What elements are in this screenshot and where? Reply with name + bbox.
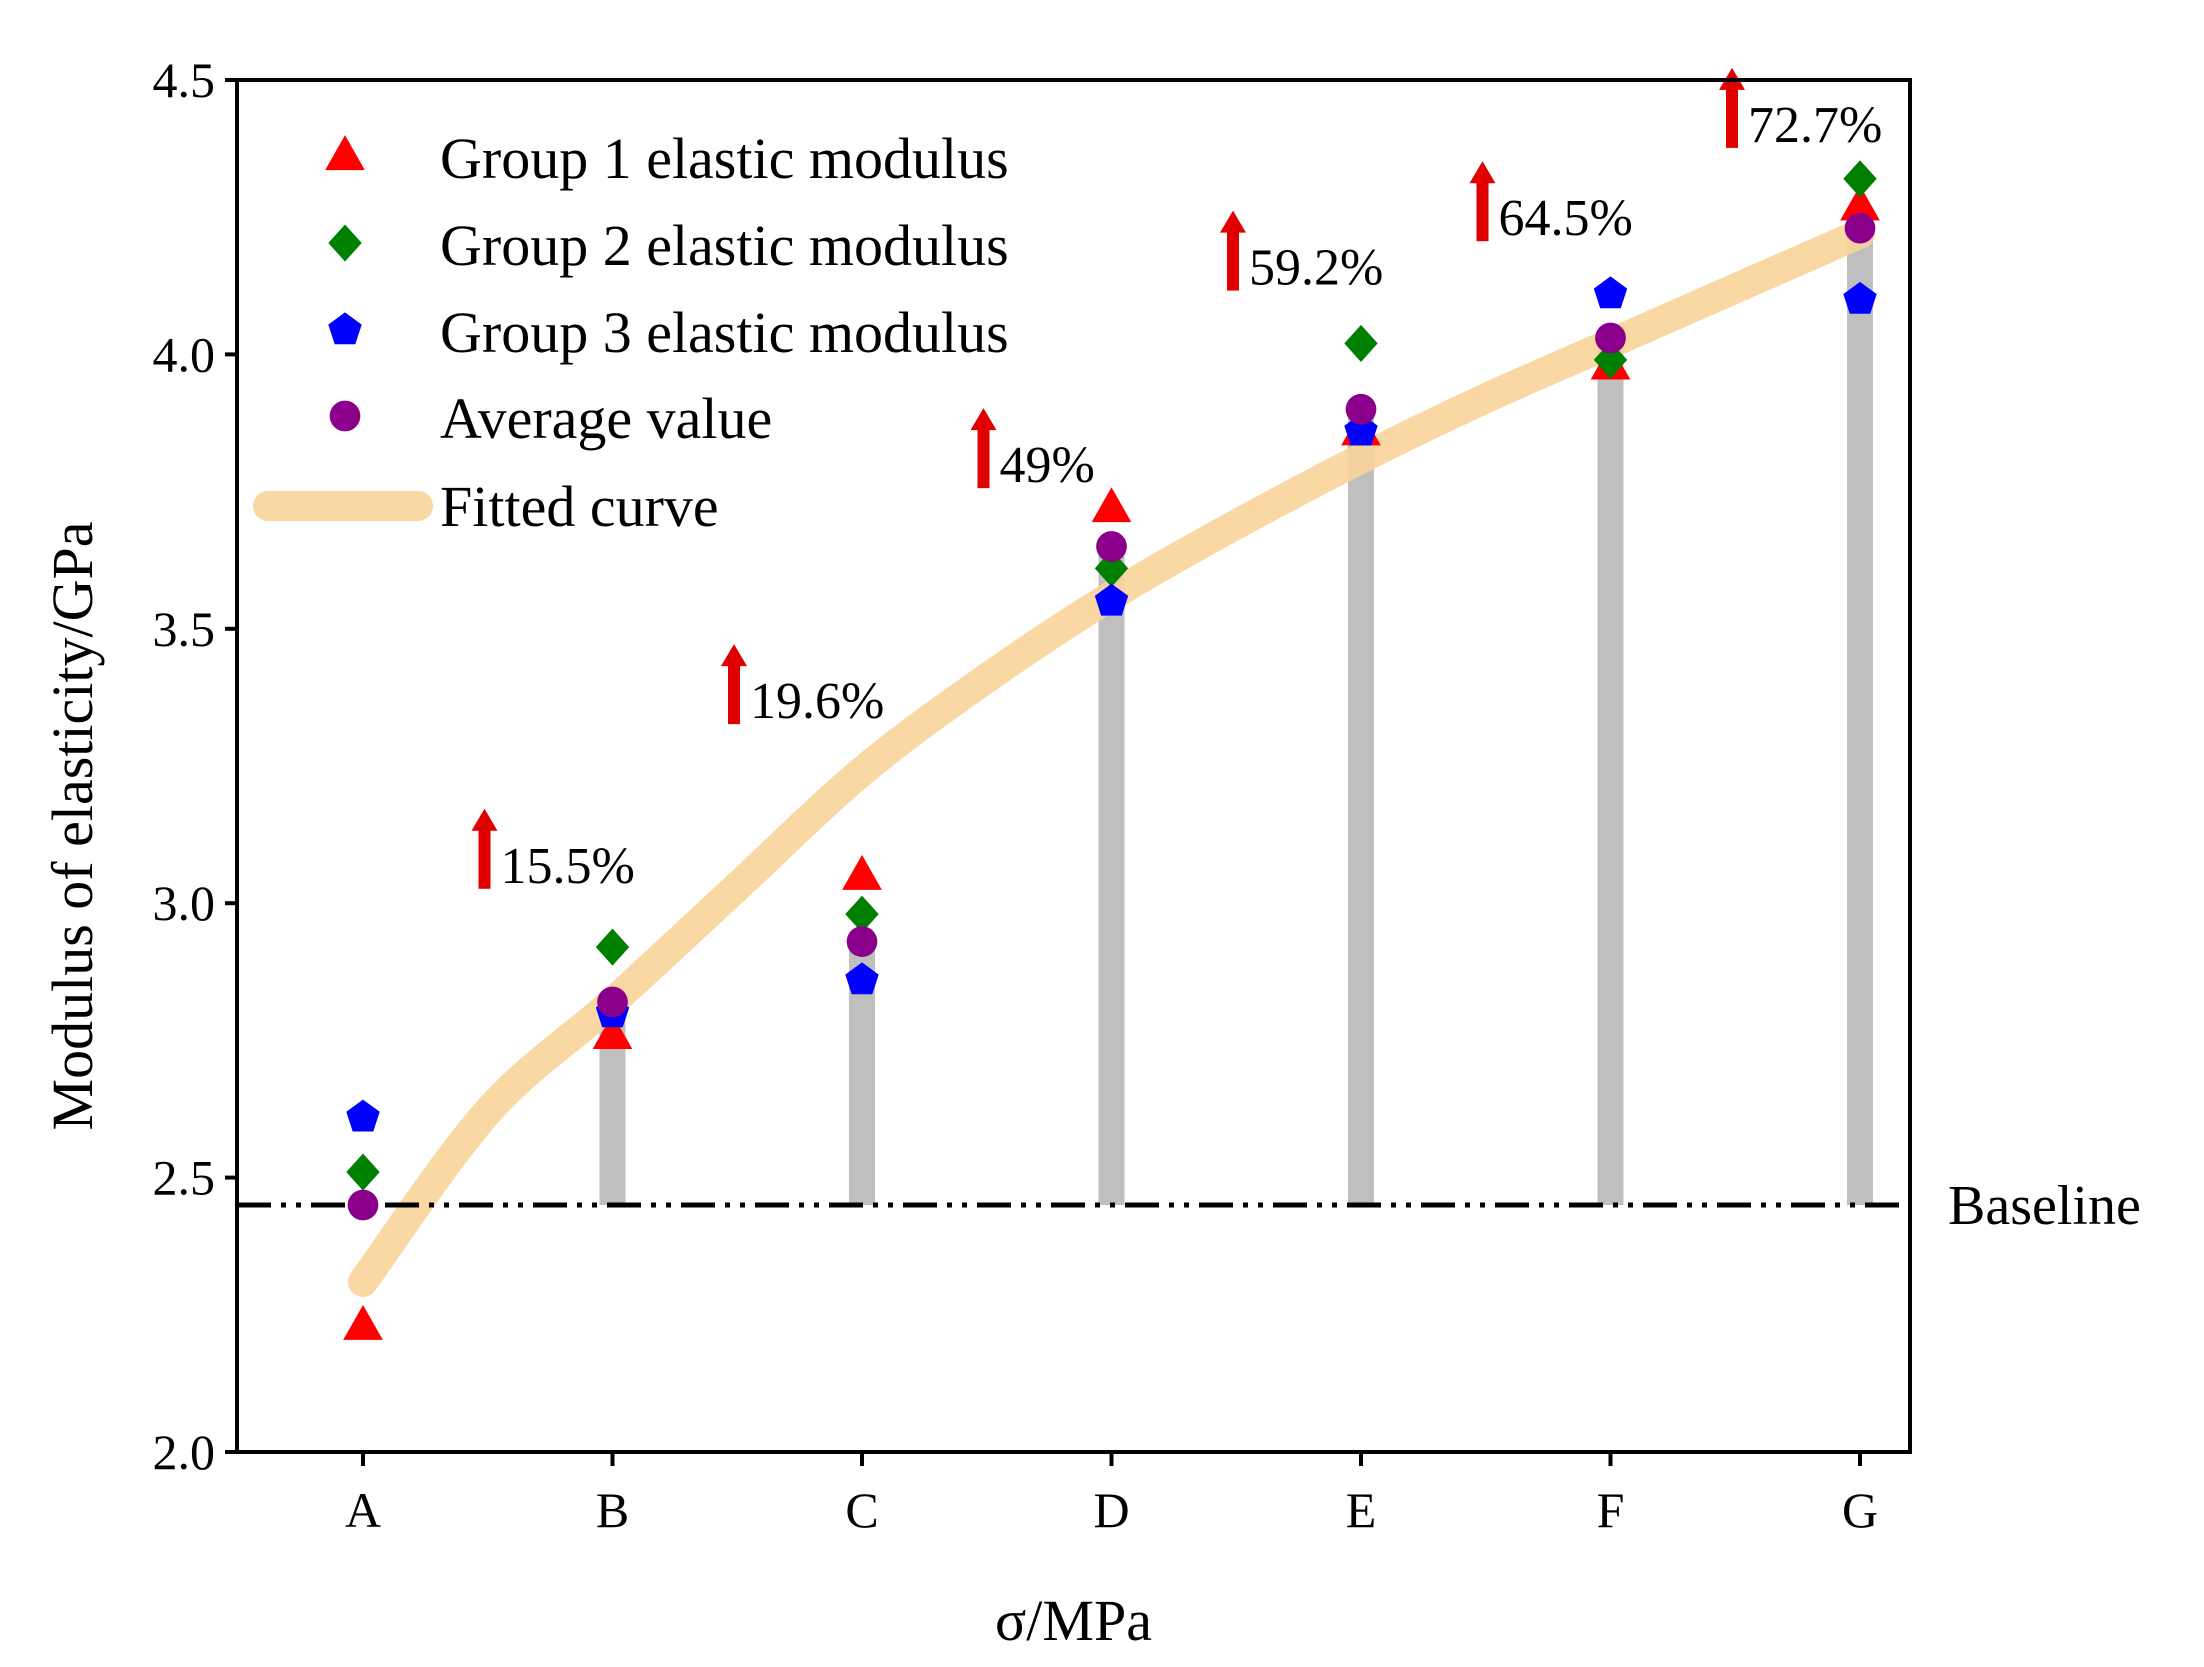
- legend-item-2: Group 2 elastic modulus: [328, 213, 1009, 278]
- legend-item-3: Group 3 elastic modulus: [328, 300, 1009, 365]
- annotation-arrow-3: [970, 408, 997, 489]
- annotation-label-2: 19.6%: [750, 673, 884, 730]
- annotations-layer: 15.5% 19.6% 49% 59.2% 64.5% 72.7%: [471, 67, 1882, 895]
- point-series2-G: [1843, 160, 1877, 198]
- point-series3-D: [1094, 583, 1129, 616]
- annotation-label-3: 49%: [1000, 437, 1095, 494]
- point-series1-C: [842, 854, 882, 890]
- point-series4-D: [1096, 531, 1127, 562]
- point-series4-B: [597, 986, 628, 1018]
- bar-G: [1847, 228, 1873, 1206]
- point-series3-A: [346, 1099, 380, 1132]
- annotation-arrow-5: [1469, 161, 1496, 242]
- bar-F: [1597, 337, 1624, 1206]
- point-series1-B: [592, 1014, 633, 1050]
- point-series1-D: [1091, 487, 1132, 523]
- y-axis-title: Modulus of elasticity/GPa: [40, 522, 105, 1131]
- point-series4-E: [1345, 393, 1377, 425]
- annotation-label-5: 64.5%: [1499, 190, 1633, 247]
- point-series4-A: [347, 1189, 379, 1221]
- point-series2-B: [595, 928, 630, 966]
- y-tick-label-4: 4.0: [153, 326, 216, 382]
- y-tick-label-5: 4.5: [153, 52, 216, 108]
- x-tick-label-F: F: [1597, 1482, 1625, 1538]
- legend-label-3: Group 3 elastic modulus: [440, 300, 1009, 365]
- x-tick-label-E: E: [1346, 1482, 1377, 1538]
- plot-frame: [235, 78, 1912, 1454]
- point-series4-G: [1844, 212, 1876, 244]
- y-tick-label-0: 2.0: [153, 1424, 216, 1480]
- annotation-arrow-4: [1220, 210, 1246, 291]
- point-series2-C: [845, 895, 879, 933]
- point-series2-D: [1094, 549, 1129, 587]
- point-series4-F: [1595, 322, 1626, 354]
- baseline-layer: Baseline: [237, 1175, 2141, 1237]
- point-series3-F: [1593, 276, 1628, 309]
- y-tick-label-3: 3.5: [153, 601, 216, 657]
- point-series3-G: [1843, 281, 1877, 314]
- annotation-label-6: 72.7%: [1748, 97, 1882, 154]
- legend-label-fitted: Fitted curve: [440, 474, 719, 539]
- legend-item-1: Group 1 elastic modulus: [325, 126, 1009, 191]
- x-tick-label-D: D: [1093, 1482, 1129, 1538]
- point-series3-C: [845, 962, 879, 995]
- x-tick-label-G: G: [1842, 1482, 1878, 1538]
- point-series2-A: [346, 1153, 380, 1191]
- legend-marker-4: [329, 400, 361, 432]
- legend-label-2: Group 2 elastic modulus: [440, 213, 1009, 278]
- points-layer: [343, 160, 1880, 1340]
- bar-D: [1098, 546, 1125, 1206]
- point-series1-G: [1840, 185, 1880, 221]
- legend-marker-2: [328, 224, 362, 262]
- point-series1-A: [343, 1304, 383, 1340]
- annotation-label-1: 15.5%: [501, 838, 635, 895]
- bar-E: [1348, 409, 1374, 1206]
- baseline-label: Baseline: [1948, 1175, 2141, 1237]
- legend-label-1: Group 1 elastic modulus: [440, 126, 1009, 191]
- x-tick-label-B: B: [596, 1482, 629, 1538]
- legend-label-4: Average value: [440, 386, 772, 451]
- y-tick-label-2: 3.0: [153, 875, 216, 931]
- legend-item-fitted: Fitted curve: [253, 474, 719, 539]
- legend: Group 1 elastic modulus Group 2 elastic m…: [253, 126, 1009, 539]
- legend-marker-1: [325, 135, 365, 171]
- axes-layer: 2.0 2.5 3.0 3.5 4.0 4.5 A B C D E F Gσ/MPa Modulus of…: [40, 52, 1912, 1653]
- x-axis-title: σ/MPa: [995, 1588, 1152, 1653]
- point-series2-F: [1593, 341, 1628, 379]
- point-series2-E: [1344, 324, 1378, 362]
- annotation-arrow-1: [471, 808, 498, 889]
- legend-item-4: Average value: [329, 386, 772, 451]
- point-series4-C: [846, 926, 878, 957]
- legend-marker-3: [328, 312, 362, 345]
- y-tick-label-1: 2.5: [153, 1150, 216, 1206]
- x-tick-label-C: C: [845, 1482, 878, 1538]
- x-tick-label-A: A: [345, 1482, 381, 1538]
- annotation-arrow-2: [721, 644, 747, 725]
- annotation-label-4: 59.2%: [1249, 240, 1383, 297]
